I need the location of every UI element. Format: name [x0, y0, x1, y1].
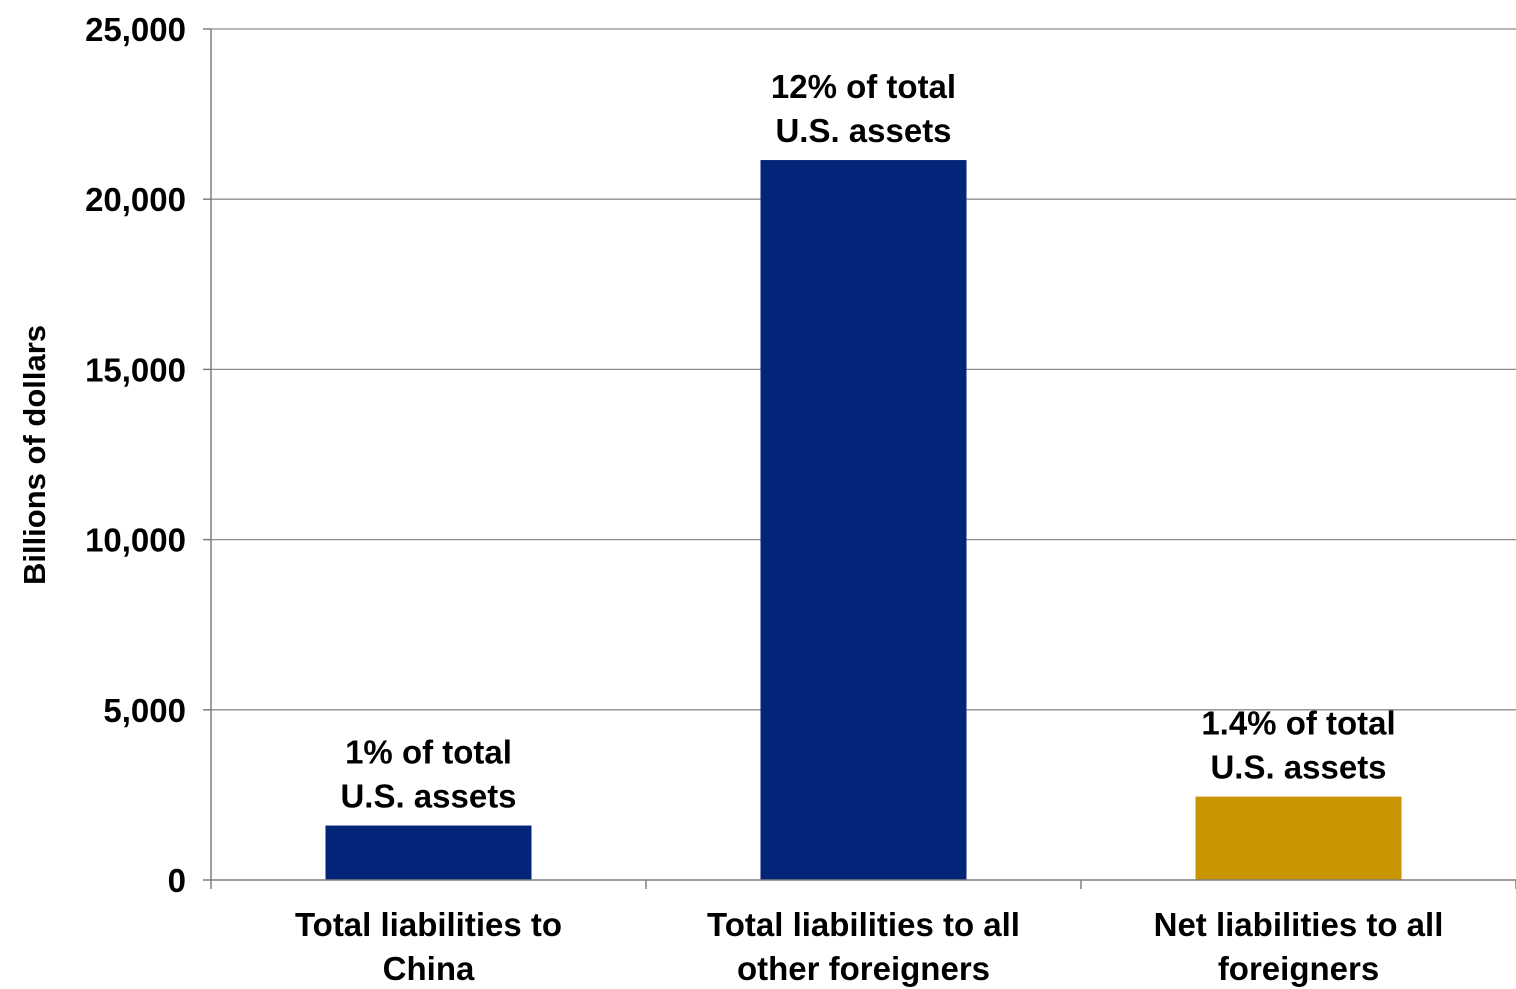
bar-data-label: 1.4% of total [1201, 705, 1395, 742]
x-category-label: Net liabilities to all [1154, 906, 1444, 943]
y-tick-label: 5,000 [103, 692, 186, 729]
x-category-label: Total liabilities to all [707, 906, 1020, 943]
y-tick-label: 0 [168, 862, 186, 899]
y-axis-title: Billions of dollars [17, 325, 52, 585]
y-tick-label: 10,000 [85, 522, 186, 559]
y-tick-label: 25,000 [85, 11, 186, 48]
labels: 0 5,000 10,000 15,000 20,000 25,000 1% of tota… [85, 11, 1443, 987]
x-category-label: Total liabilities to [295, 906, 562, 943]
bar-data-label: U.S. assets [340, 778, 516, 815]
y-tick-label: 15,000 [85, 351, 186, 388]
bar-data-label: 1% of total [345, 734, 512, 771]
bar [760, 160, 967, 880]
y-tick-label: 20,000 [85, 181, 186, 218]
x-category-label: other foreigners [737, 950, 990, 987]
x-category-label: China [383, 950, 475, 987]
axes [203, 28, 1516, 889]
bar-data-label: U.S. assets [1210, 749, 1386, 786]
bar-data-label: 12% of total [771, 68, 956, 105]
bar-data-label: U.S. assets [775, 112, 951, 149]
bar [325, 825, 532, 880]
bar [1195, 796, 1402, 880]
x-category-label: foreigners [1218, 950, 1379, 987]
bars [325, 160, 1402, 880]
